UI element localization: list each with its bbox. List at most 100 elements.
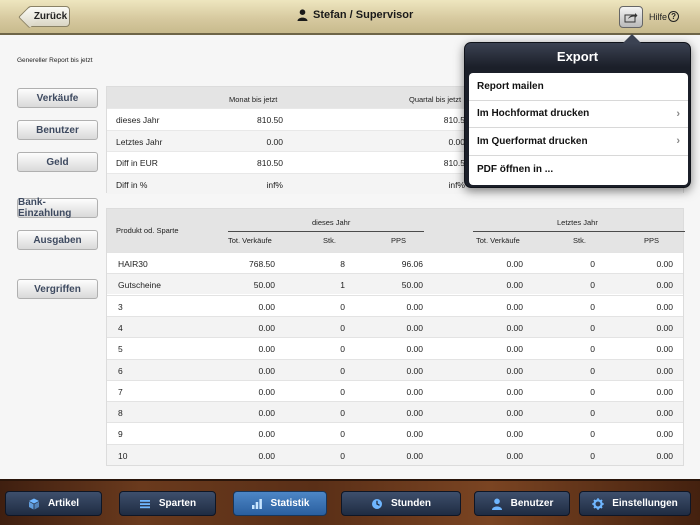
back-button[interactable]: Zurück <box>27 6 70 27</box>
cell-value: 0 <box>340 408 345 419</box>
cell-value: inf% <box>266 179 283 190</box>
menu-item-print-portrait[interactable]: Im Hochformat drucken › <box>469 101 688 128</box>
menu-item-label: Im Hochformat drucken <box>477 108 590 120</box>
cell-value: 0 <box>340 365 345 376</box>
help-button[interactable]: Hilfe ? <box>649 11 680 22</box>
cell-value: 0.00 <box>506 301 523 312</box>
row-label: Letztes Jahr <box>116 136 163 147</box>
cell-value: 0 <box>340 322 345 333</box>
product-name: 6 <box>118 365 123 376</box>
cell-value: 0.00 <box>656 408 673 419</box>
cell-value: 0 <box>590 450 595 461</box>
cell-value: 0.00 <box>258 408 275 419</box>
product-name: 7 <box>118 386 123 397</box>
cell-value: 0.00 <box>258 429 275 440</box>
tab-label: Artikel <box>47 498 80 509</box>
help-label: Hilfe <box>649 11 668 22</box>
cell-value: inf% <box>448 179 465 190</box>
money-button[interactable]: Geld <box>17 152 98 172</box>
user-icon <box>491 498 502 510</box>
tab-statistik[interactable]: Statistik <box>233 491 327 516</box>
top-navigation-bar: Zurück Stefan / Supervisor Hilfe ? <box>0 0 700 35</box>
product-name: 4 <box>118 322 123 333</box>
column-header: Tot. Verkäufe <box>228 236 272 245</box>
product-name: HAIR30 <box>118 259 148 269</box>
cell-value: 0 <box>590 365 595 376</box>
cell-value: 810.50 <box>257 158 283 168</box>
table-row: Gutscheine 50.00 1 50.00 0.00 0 0.00 <box>107 273 683 295</box>
tab-label: Sparten <box>158 498 197 509</box>
users-button[interactable]: Benutzer <box>17 120 98 140</box>
tab-einstellungen[interactable]: Einstellungen <box>579 491 691 516</box>
tab-stunden[interactable]: Stunden <box>341 491 461 516</box>
cell-value: 0 <box>590 322 595 333</box>
cell-value: 0 <box>340 450 345 461</box>
cell-value: 0.00 <box>656 322 673 333</box>
share-icon <box>624 13 638 23</box>
bottom-tab-bar: Artikel Sparten Statistik Stunden Benutz… <box>0 479 700 525</box>
out-of-stock-button[interactable]: Vergriffen <box>17 279 98 299</box>
cell-value: 0.00 <box>258 365 275 376</box>
table-row: 7 0.00 0 0.00 0.00 0 0.00 <box>107 379 683 401</box>
cell-value: 0.00 <box>656 280 673 291</box>
menu-item-label: Im Querformat drucken <box>477 135 588 147</box>
menu-item-print-landscape[interactable]: Im Querformat drucken › <box>469 128 688 156</box>
product-table: Produkt od. Sparte dieses Jahr Letztes J… <box>106 208 685 466</box>
cell-value: 0.00 <box>506 408 523 419</box>
cell-value: 0.00 <box>406 322 423 333</box>
cell-value: 0.00 <box>656 259 673 269</box>
cell-value: 0 <box>590 259 595 269</box>
tab-benutzer[interactable]: Benutzer <box>474 491 570 516</box>
table-row: 9 0.00 0 0.00 0.00 0 0.00 <box>107 422 683 443</box>
bank-deposit-button[interactable]: Bank-Einzahlung <box>17 197 98 219</box>
cell-value: 0.00 <box>506 280 523 291</box>
cell-value: 0.00 <box>406 344 423 355</box>
table-row: HAIR30 768.50 8 96.06 0.00 0 0.00 <box>107 252 683 273</box>
chevron-right-icon: › <box>676 107 680 120</box>
menu-item-open-pdf[interactable]: PDF öffnen in ... <box>469 156 688 184</box>
cell-value: 0.00 <box>258 344 275 355</box>
cell-value: 8 <box>340 259 345 269</box>
cell-value: 0.00 <box>656 344 673 355</box>
cell-value: 0 <box>590 408 595 419</box>
bar-chart-icon <box>251 498 262 509</box>
back-button-label: Zurück <box>33 11 68 22</box>
cell-value: 50.00 <box>253 280 275 291</box>
row-label: Diff in % <box>116 179 148 190</box>
cell-value: 50.00 <box>401 280 423 291</box>
table-row: 6 0.00 0 0.00 0.00 0 0.00 <box>107 358 683 380</box>
column-header: Stk. <box>573 236 586 245</box>
cell-value: 0.00 <box>258 301 275 312</box>
export-menu: Report mailen Im Hochformat drucken › Im… <box>469 73 688 185</box>
cell-value: 0.00 <box>656 301 673 312</box>
cell-value: 0 <box>340 429 345 440</box>
cell-value: 810.5 <box>443 115 465 125</box>
product-name: 5 <box>118 344 123 355</box>
cell-value: 0.00 <box>406 365 423 376</box>
cell-value: 0.00 <box>656 386 673 397</box>
cell-value: 0.00 <box>406 301 423 312</box>
tab-artikel[interactable]: Artikel <box>5 491 102 516</box>
cell-value: 0.00 <box>266 136 283 147</box>
popover-title: Export <box>556 49 599 64</box>
table-row: 4 0.00 0 0.00 0.00 0 0.00 <box>107 315 683 338</box>
list-icon <box>139 499 150 508</box>
table-row: 8 0.00 0 0.00 0.00 0 0.00 <box>107 401 683 423</box>
product-name: Gutscheine <box>118 280 161 291</box>
column-header: Produkt od. Sparte <box>116 226 179 235</box>
clock-icon <box>372 498 382 509</box>
product-name: 9 <box>118 429 123 440</box>
report-title: Genereller Report bis jetzt <box>17 57 93 64</box>
menu-item-report-mailen[interactable]: Report mailen <box>469 73 688 101</box>
export-button[interactable] <box>619 6 643 28</box>
cell-value: 0.00 <box>506 259 523 269</box>
sales-button[interactable]: Verkäufe <box>17 88 98 108</box>
cell-value: 0 <box>590 280 595 291</box>
cell-value: 96.06 <box>401 259 423 269</box>
tab-label: Statistik <box>270 498 310 509</box>
cell-value: 0 <box>590 429 595 440</box>
cell-value: 0.00 <box>406 429 423 440</box>
expenses-button[interactable]: Ausgaben <box>17 230 98 250</box>
row-label: Diff in EUR <box>116 158 158 168</box>
tab-sparten[interactable]: Sparten <box>119 491 216 516</box>
